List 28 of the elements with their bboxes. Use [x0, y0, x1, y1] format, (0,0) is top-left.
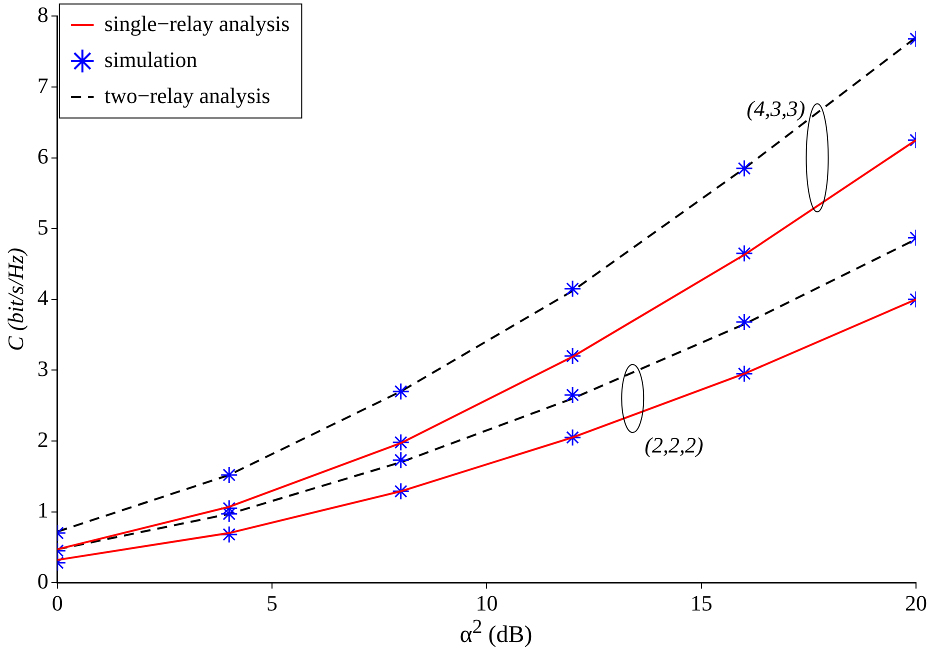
- point: [564, 428, 582, 446]
- x-tick-label: 5: [266, 590, 278, 616]
- point: [392, 382, 410, 400]
- y-axis-title: C (bit/s/Hz): [2, 248, 28, 352]
- legend-label: single−relay analysis: [104, 10, 290, 36]
- legend-label: simulation: [104, 46, 198, 72]
- y-tick-label: 1: [37, 498, 48, 523]
- point: [564, 386, 582, 404]
- x-axis-title: α$^{2}$ (dB): [458, 616, 534, 649]
- y-tick-label: 4: [37, 285, 48, 310]
- y-tick-label: 3: [37, 356, 48, 381]
- x-tick-label: 15: [690, 590, 712, 616]
- annotation: (2,2,2): [644, 432, 704, 458]
- point: [392, 482, 410, 500]
- y-tick-label: 6: [37, 144, 48, 169]
- point: [564, 347, 582, 365]
- x-tick-label: 10: [476, 590, 498, 616]
- y-tick-label: 2: [37, 426, 48, 452]
- x-tick-label: 20: [905, 590, 927, 616]
- annotation: (4,3,3): [746, 96, 806, 121]
- point: [392, 434, 410, 452]
- point: [564, 280, 582, 298]
- point: [392, 451, 410, 469]
- y-tick-label: 8: [37, 2, 48, 27]
- legend-label: two−relay analysis: [104, 82, 270, 108]
- y-tick-label: 0: [37, 568, 48, 594]
- y-tick-label: 7: [37, 72, 48, 98]
- y-tick-label: 5: [37, 214, 48, 240]
